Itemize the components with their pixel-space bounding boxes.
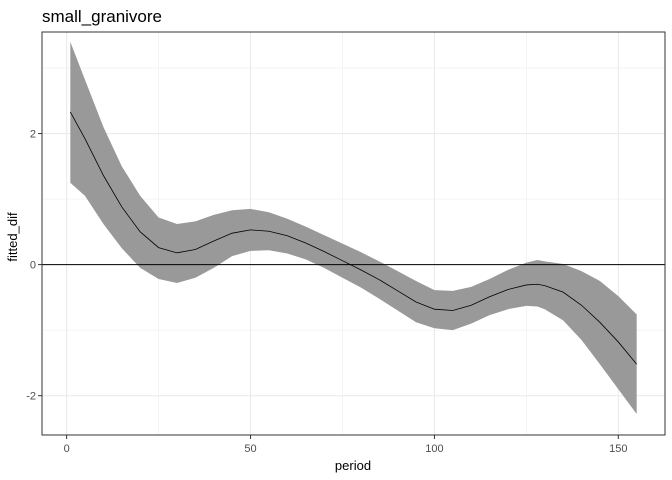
y-tick-label: 2 xyxy=(30,129,36,141)
x-axis-title: period xyxy=(335,458,371,473)
panel-border xyxy=(41,31,666,436)
x-tick-label: 100 xyxy=(425,443,443,455)
x-tick-label: 150 xyxy=(609,443,627,455)
y-tick-label: 0 xyxy=(30,260,36,272)
y-axis-title: fitted_dif xyxy=(5,212,20,262)
chart-title: small_granivore xyxy=(42,7,162,26)
x-tick-label: 50 xyxy=(244,443,256,455)
plot-panel: 0 50 100 150 -2 0 2 xyxy=(26,31,666,455)
fitted-line xyxy=(69,111,637,365)
x-tick-label: 0 xyxy=(64,443,70,455)
y-tick-label: -2 xyxy=(26,391,36,403)
confidence-ribbon xyxy=(70,41,637,415)
